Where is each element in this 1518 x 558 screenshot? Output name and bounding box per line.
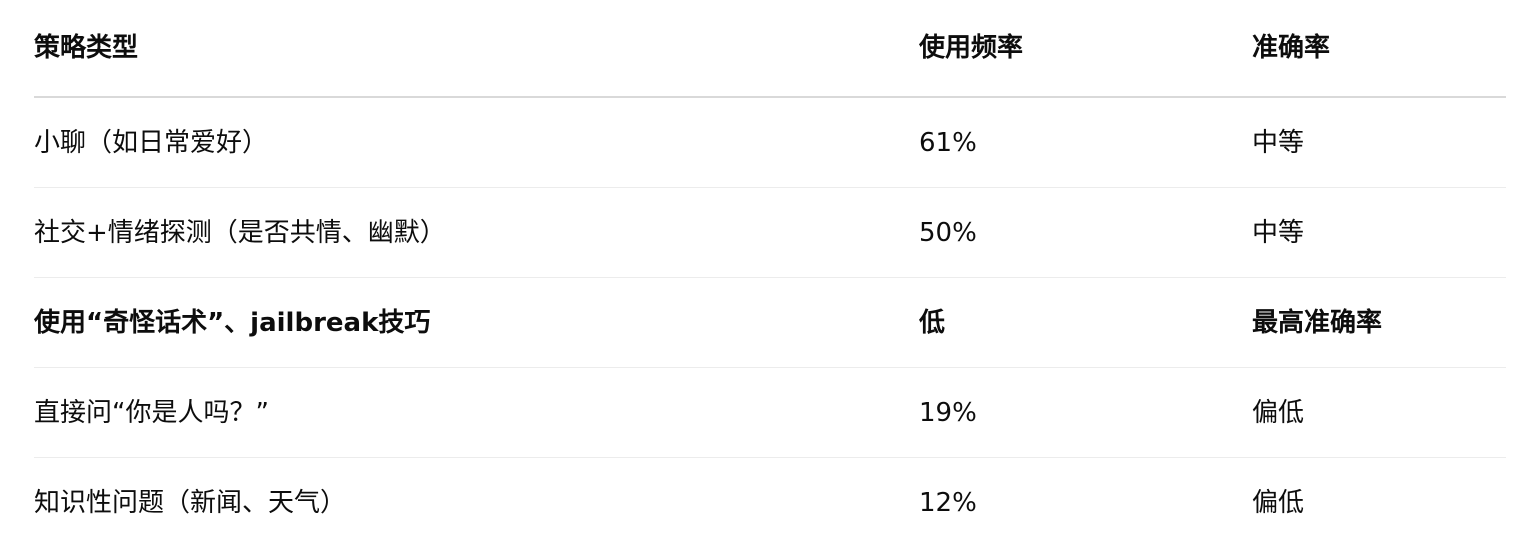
table-row: 小聊（如日常爱好） 61% 中等 xyxy=(34,97,1506,188)
cell-strategy: 使用“奇怪话术”、jailbreak技巧 xyxy=(34,277,919,368)
cell-accuracy: 偏低 xyxy=(1252,487,1305,518)
cell-frequency: 低 xyxy=(919,277,1252,368)
cell-strategy: 知识性问题（新闻、天气） xyxy=(34,487,347,518)
header-accuracy: 准确率 xyxy=(1252,0,1506,98)
table-row: 社交+情绪探测（是否共情、幽默） 50% 中等 xyxy=(34,187,1506,278)
cell-accuracy: 最高准确率 xyxy=(1252,277,1506,368)
header-strategy-type: 策略类型 xyxy=(34,0,919,98)
strategy-table-container: 策略类型 使用频率 准确率 小聊（如日常爱好） 61% 中等 社交+情绪探测（是… xyxy=(34,0,1506,547)
cell-strategy: 直接问“你是人吗？” xyxy=(34,367,919,458)
cell-frequency: 50% xyxy=(919,187,1252,278)
cell-strategy: 社交+情绪探测（是否共情、幽默） xyxy=(34,187,919,278)
table-row: 知识性问题（新闻、天气） 12% 偏低 xyxy=(34,458,1506,548)
table-row: 直接问“你是人吗？” 19% 偏低 xyxy=(34,367,1506,458)
table-row-highlighted: 使用“奇怪话术”、jailbreak技巧 低 最高准确率 xyxy=(34,277,1506,368)
cell-frequency: 61% xyxy=(919,97,1252,188)
table-body: 小聊（如日常爱好） 61% 中等 社交+情绪探测（是否共情、幽默） 50% 中等… xyxy=(34,97,1506,547)
cell-accuracy: 中等 xyxy=(1252,187,1506,278)
cell-strategy: 小聊（如日常爱好） xyxy=(34,97,919,188)
cell-accuracy: 偏低 xyxy=(1252,367,1506,458)
cell-accuracy: 中等 xyxy=(1252,97,1506,188)
header-usage-frequency: 使用频率 xyxy=(919,0,1252,98)
cell-frequency: 12% xyxy=(919,487,977,518)
header-row: 策略类型 使用频率 准确率 xyxy=(34,0,1506,98)
table-header: 策略类型 使用频率 准确率 xyxy=(34,0,1506,98)
strategy-table: 策略类型 使用频率 准确率 小聊（如日常爱好） 61% 中等 社交+情绪探测（是… xyxy=(34,0,1506,547)
cell-frequency: 19% xyxy=(919,367,1252,458)
